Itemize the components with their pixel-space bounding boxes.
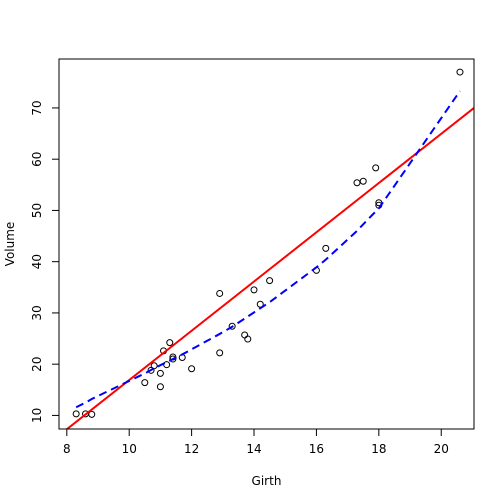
smooth-fit-line (75, 90, 461, 409)
y-tick-label: 10 (30, 408, 44, 423)
data-point (353, 179, 361, 187)
x-axis-title: Girth (252, 474, 282, 488)
data-point (72, 410, 80, 418)
y-tick-label: 50 (30, 203, 44, 218)
data-point (244, 335, 252, 343)
data-point (322, 244, 330, 252)
data-point (372, 164, 380, 172)
data-point (88, 410, 96, 418)
x-tick-label: 8 (63, 442, 71, 456)
data-point (188, 365, 196, 373)
x-tick-label: 10 (122, 442, 137, 456)
data-point (456, 68, 464, 76)
y-tick-label: 60 (30, 152, 44, 167)
data-point (156, 369, 164, 377)
data-point (216, 289, 224, 297)
y-axis-title: Volume (3, 222, 17, 267)
x-tick-label: 12 (184, 442, 199, 456)
x-tick-label: 18 (371, 442, 386, 456)
x-tick-label: 14 (246, 442, 261, 456)
y-tick-label: 40 (30, 254, 44, 269)
data-point (147, 366, 155, 374)
plot-frame (58, 58, 475, 430)
data-point (266, 277, 274, 285)
y-tick-label: 20 (30, 357, 44, 372)
data-point (141, 379, 149, 387)
data-point (216, 349, 224, 357)
data-point (166, 339, 174, 347)
data-point (169, 355, 177, 363)
data-point (156, 383, 164, 391)
plot-content (65, 68, 474, 429)
data-point (250, 286, 258, 294)
y-tick-label: 30 (30, 305, 44, 320)
data-point (359, 177, 367, 185)
y-axis: 10 20 30 40 50 60 70 (30, 100, 60, 423)
data-point (228, 322, 236, 330)
x-tick-label: 20 (434, 442, 449, 456)
x-tick-label: 16 (309, 442, 324, 456)
y-tick-label: 70 (30, 100, 44, 115)
